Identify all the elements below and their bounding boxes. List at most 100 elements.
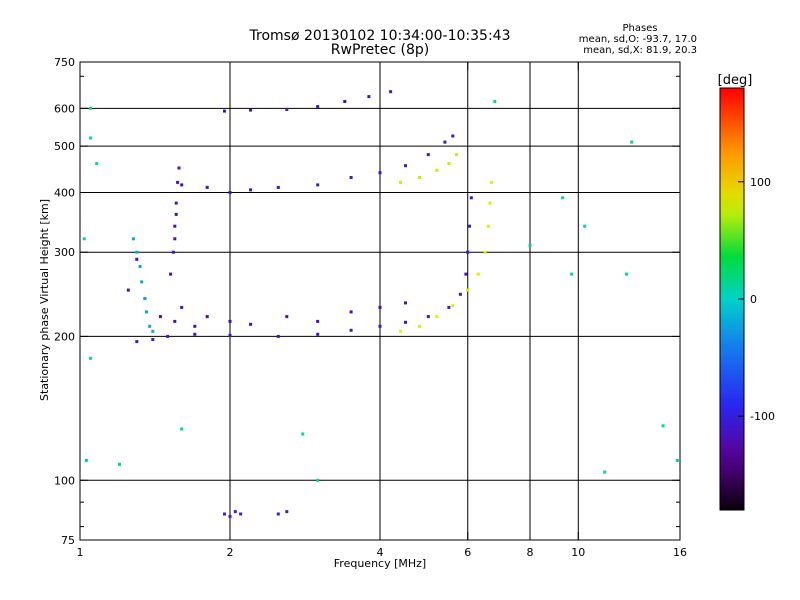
data-point — [570, 272, 574, 276]
data-point — [176, 180, 180, 184]
y-tick-label: 100 — [54, 474, 75, 487]
data-point — [625, 272, 629, 276]
data-point — [285, 510, 289, 514]
trace-x-mode-upper — [399, 153, 459, 184]
data-point — [486, 224, 490, 228]
data-point — [464, 272, 468, 276]
stats-line-x: mean, sd,X: 81.9, 20.3 — [583, 45, 697, 56]
data-point — [82, 237, 86, 241]
data-point — [228, 319, 232, 323]
data-point — [135, 250, 139, 254]
data-point — [249, 108, 253, 112]
trace-vertical-spike-1-5-mhz — [169, 166, 181, 276]
data-point — [488, 201, 492, 205]
x-tick-label: 16 — [673, 546, 687, 559]
data-point — [173, 224, 177, 228]
trace-scattered-noise — [82, 100, 679, 482]
data-point — [180, 305, 184, 309]
data-point — [301, 432, 305, 436]
trace-vertical-spike-1-3-mhz — [131, 237, 155, 333]
trace-x-mode-trace — [399, 180, 494, 333]
colorbar-tick-label: -100 — [750, 410, 775, 423]
data-point — [367, 95, 371, 99]
data-point — [173, 237, 177, 241]
y-tick-label: 400 — [54, 186, 75, 199]
data-point — [174, 212, 178, 216]
data-point — [233, 510, 237, 514]
data-point — [469, 196, 473, 200]
data-point — [193, 332, 197, 336]
colorbar-label: [deg] — [718, 73, 753, 88]
data-point — [276, 185, 280, 189]
data-point — [118, 462, 121, 466]
data-point — [177, 166, 181, 170]
data-point — [447, 305, 451, 309]
data-point — [378, 305, 382, 309]
data-point — [451, 134, 455, 138]
data-point — [228, 333, 232, 337]
data-point — [205, 185, 209, 189]
y-tick-label: 750 — [54, 56, 75, 69]
data-point — [451, 304, 455, 308]
data-point — [404, 320, 407, 324]
data-point — [349, 176, 353, 179]
data-point — [561, 196, 565, 200]
data-point — [404, 301, 407, 305]
data-point — [466, 250, 470, 254]
data-point — [418, 324, 421, 328]
data-point — [174, 201, 178, 205]
data-point — [316, 183, 320, 187]
y-tick-label: 500 — [54, 140, 75, 153]
colorbar-tick-label: 0 — [750, 293, 757, 306]
data-point — [135, 340, 139, 344]
data-point — [349, 310, 353, 314]
data-point — [426, 315, 430, 319]
data-point — [84, 459, 88, 462]
data-point — [455, 153, 459, 157]
data-point — [276, 334, 280, 338]
trace-f1-low-o-trace — [135, 196, 473, 344]
data-point — [89, 106, 93, 110]
data-point — [205, 315, 209, 319]
data-point — [493, 100, 497, 103]
data-point — [223, 109, 226, 113]
data-point — [223, 512, 226, 516]
data-point — [435, 168, 439, 172]
x-tick-label: 10 — [571, 546, 585, 559]
data-point — [349, 328, 353, 332]
data-point — [89, 136, 93, 140]
axes — [79, 61, 681, 541]
data-point — [466, 288, 470, 292]
data-point — [378, 171, 382, 175]
data-point — [249, 188, 253, 192]
data-point — [228, 191, 232, 194]
data-point — [399, 180, 403, 184]
stats-line-o: mean, sd,O: -93.7, 17.0 — [579, 34, 697, 45]
data-point — [151, 329, 155, 333]
data-point — [89, 356, 93, 360]
data-point — [148, 324, 152, 328]
data-point — [476, 272, 480, 276]
chart-subtitle: RwPretec (8p) — [331, 42, 429, 58]
data-point — [145, 310, 148, 314]
data-point — [140, 280, 144, 284]
data-point — [158, 315, 162, 319]
data-point — [126, 288, 130, 292]
data-points — [82, 90, 679, 518]
data-point — [630, 140, 634, 144]
data-point — [483, 250, 487, 254]
y-tick-label: 600 — [54, 102, 75, 115]
data-point — [285, 107, 289, 111]
trace-e-layer-o-echoes — [223, 510, 289, 518]
stats-header: Phases — [622, 23, 657, 34]
data-point — [316, 319, 320, 323]
y-tick-label: 300 — [54, 246, 75, 259]
data-point — [490, 180, 494, 184]
x-tick-label: 1 — [77, 546, 84, 559]
trace-f2-o-trace-400-520 — [180, 134, 455, 194]
data-point — [95, 162, 99, 165]
y-tick-label: 75 — [61, 534, 75, 547]
data-point — [378, 324, 382, 328]
data-point — [239, 512, 243, 516]
data-point — [343, 100, 347, 103]
